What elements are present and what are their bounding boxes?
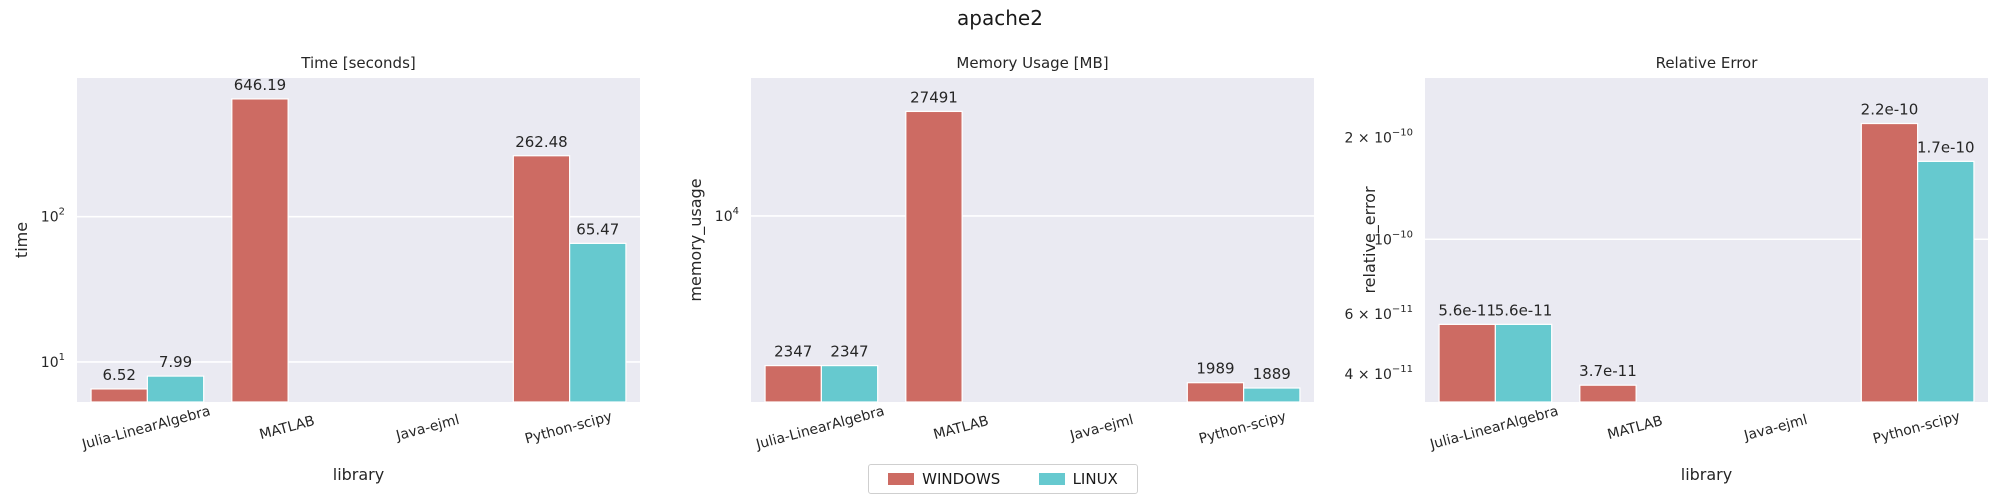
x-tick-label: Java-ejml [1068,412,1136,444]
y-tick-label: 4 × 10−11 [1345,364,1413,383]
plot-background [751,78,1314,402]
legend-item-windows: WINDOWS [888,470,1000,488]
panel-title: Relative Error [1656,54,1759,72]
bar-windows-julia-linearalgebra [1438,323,1496,403]
x-tick-label: MATLAB [932,413,991,443]
y-tick-label: 10−10 [1374,229,1413,248]
bar-windows-python-scipy [512,155,571,403]
bar-value-label: 1989 [1196,360,1234,378]
bar-windows-julia-linearalgebra [90,388,148,403]
y-tick-label: 6 × 10−11 [1345,304,1413,323]
bar-value-label: 65.47 [576,220,619,238]
legend-swatch-linux [1038,473,1065,485]
bar-linux-julia-linearalgebra [820,365,879,403]
bar-value-label: 3.7e-11 [1579,362,1637,380]
y-tick-label: 2 × 10−10 [1345,128,1413,147]
y-axis-label: memory_usage [686,178,706,301]
panel-title: Memory Usage [MB] [956,54,1108,72]
x-tick-label: Julia-LinearAlgebra [1427,403,1560,453]
bar-value-label: 1889 [1253,365,1291,383]
bar-linux-python-scipy [1917,160,1975,403]
bar-linux-julia-linearalgebra [1494,323,1553,403]
x-tick-label: MATLAB [1606,413,1665,443]
bar-windows-julia-linearalgebra [764,365,822,403]
bar-windows-python-scipy [1860,122,1919,403]
y-axis-label: time [12,222,31,258]
chart-panel-2: 104 2347 27491 1989 2347 1889 Julia-LinearAlge… [686,54,1314,484]
bar-value-label: 2347 [830,343,868,361]
bar-value-label: 2347 [774,343,812,361]
legend-label-linux: LINUX [1072,470,1118,488]
y-tick-label: 104 [715,206,739,225]
legend: WINDOWS LINUX [868,464,1138,494]
bar-linux-julia-linearalgebra [146,375,205,403]
legend-item-linux: LINUX [1038,470,1118,488]
bar-value-label: 646.19 [234,76,287,94]
bar-value-label: 5.6e-11 [1495,301,1553,319]
x-tick-label: MATLAB [258,413,317,443]
y-tick-label: 102 [41,207,65,226]
y-tick-label: 101 [41,352,65,371]
bar-value-label: 2.2e-10 [1861,101,1919,119]
figure-title: apache2 [957,6,1043,30]
bar-linux-python-scipy [1243,387,1301,403]
x-tick-label: Python-scipy [1197,409,1288,448]
bar-windows-matlab [1579,384,1637,403]
x-tick-label: Java-ejml [1742,412,1810,444]
chart-panel-1: 101 102 6.52 646.19 262.48 7.99 65.47 Julia-Lin… [12,54,640,484]
bar-value-label: 262.48 [515,133,568,151]
x-tick-label: Python-scipy [1871,409,1962,448]
x-tick-label: Julia-LinearAlgebra [753,403,886,453]
x-axis-label: library [1681,465,1732,484]
bar-windows-matlab [905,110,963,403]
bar-windows-python-scipy [1186,382,1245,403]
bar-windows-matlab [231,98,289,403]
x-tick-label: Julia-LinearAlgebra [79,403,212,453]
x-tick-label: Java-ejml [394,412,462,444]
legend-swatch-windows [888,473,915,485]
x-axis-label: library [333,465,384,484]
bar-value-label: 6.52 [103,366,136,384]
panel-title: Time [seconds] [300,54,416,72]
bar-value-label: 7.99 [159,353,192,371]
bar-value-label: 27491 [910,88,958,106]
bar-linux-python-scipy [569,242,627,403]
x-tick-label: Python-scipy [523,409,614,448]
legend-label-windows: WINDOWS [922,470,1001,488]
bar-value-label: 5.6e-11 [1438,301,1496,319]
bar-value-label: 1.7e-10 [1917,138,1975,156]
y-axis-label: relative_error [1360,186,1380,294]
chart-panel-3: 4 × 10−11 6 × 10−11 10−10 2 × 10−10 5.6e-11 3… [1345,54,1988,484]
